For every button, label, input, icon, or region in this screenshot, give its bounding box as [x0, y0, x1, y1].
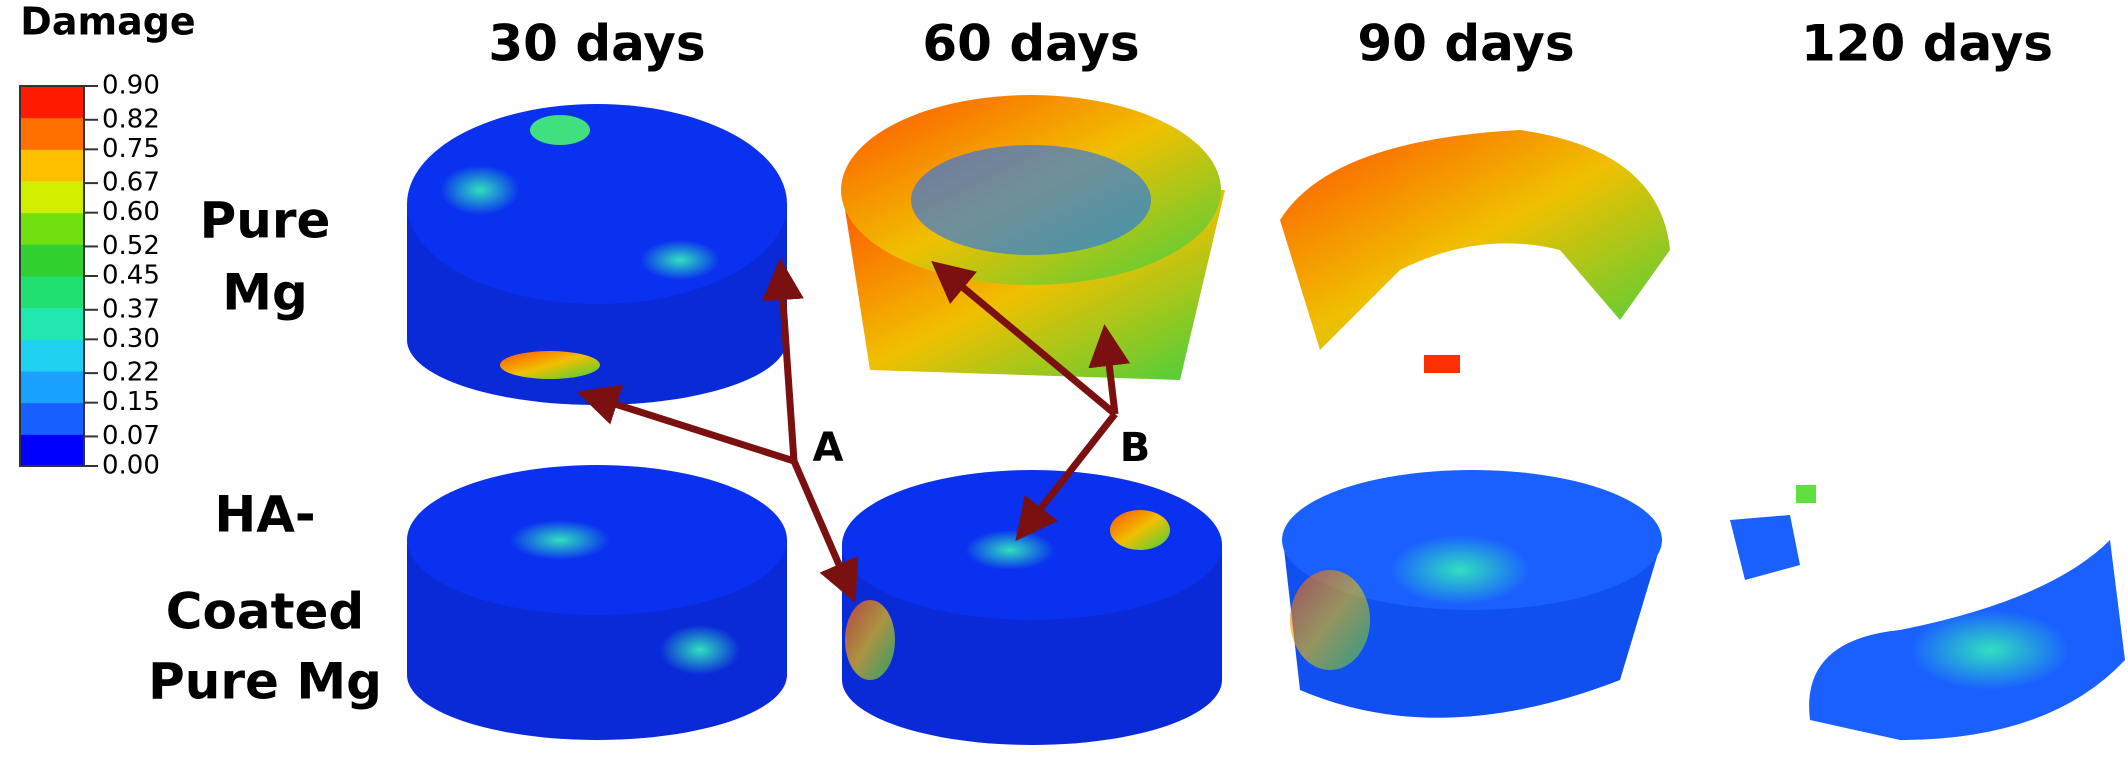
colorbar-tick-label: 0.37: [102, 294, 160, 324]
render-coated-30: [407, 465, 787, 740]
colorbar-segment: [20, 339, 84, 372]
colorbar-segment: [20, 181, 84, 214]
render-coated-90: [1282, 470, 1662, 718]
row-label: Pure Mg: [148, 653, 382, 711]
legend-title: Damage: [20, 0, 195, 44]
colorbar-tick-label: 0.52: [102, 231, 160, 261]
colorbar-tick-label: 0.22: [102, 358, 160, 388]
colorbar-segment: [20, 244, 84, 277]
colorbar-tick-label: 0.67: [102, 168, 160, 198]
column-header: 90 days: [1357, 15, 1574, 73]
colorbar: 0.000.07 0.150.22 0.300.370.450.52 0.600.67…: [19, 71, 160, 481]
colorbar-segment: [20, 402, 84, 435]
render-coated-60: [842, 470, 1222, 745]
colorbar-tick-label: 0.60: [102, 197, 160, 227]
colorbar-tick-label: 0.45: [102, 261, 160, 291]
colorbar-segment: [20, 276, 84, 309]
row-label: Pure: [200, 192, 331, 250]
arrows: [576, 258, 1131, 603]
colorbar-tick-label: 0.90: [102, 71, 160, 101]
column-header: 30 days: [488, 15, 705, 73]
colorbar-tick-label: 0.75: [102, 134, 160, 164]
colorbar-segment: [20, 212, 84, 245]
render-pure-30: [407, 104, 787, 405]
annotation: B: [1120, 425, 1151, 471]
column-header: 120 days: [1801, 15, 2053, 73]
colorbar-segment: [20, 149, 84, 182]
render-coated-120: [1730, 485, 2125, 740]
colorbar-tick-label: 0.82: [102, 104, 160, 134]
render-pure-90: [1280, 130, 1670, 373]
colorbar-segment: [20, 434, 84, 467]
row-label: HA-: [214, 486, 315, 544]
column-header: 60 days: [922, 15, 1139, 73]
row-label: Mg: [222, 264, 308, 322]
colorbar-tick-label: 0.30: [102, 324, 160, 354]
render-pure-60: [841, 95, 1225, 380]
row-label: Coated: [166, 583, 364, 641]
colorbar-segment: [20, 371, 84, 404]
colorbar-tick-label: 0.07: [102, 421, 160, 451]
colorbar-tick-label: 0.15: [102, 387, 160, 417]
colorbar-segment: [20, 86, 84, 119]
colorbar-segment: [20, 307, 84, 340]
colorbar-tick-label: 0.00: [102, 451, 160, 481]
annotation: A: [813, 425, 844, 471]
colorbar-segment: [20, 117, 84, 150]
